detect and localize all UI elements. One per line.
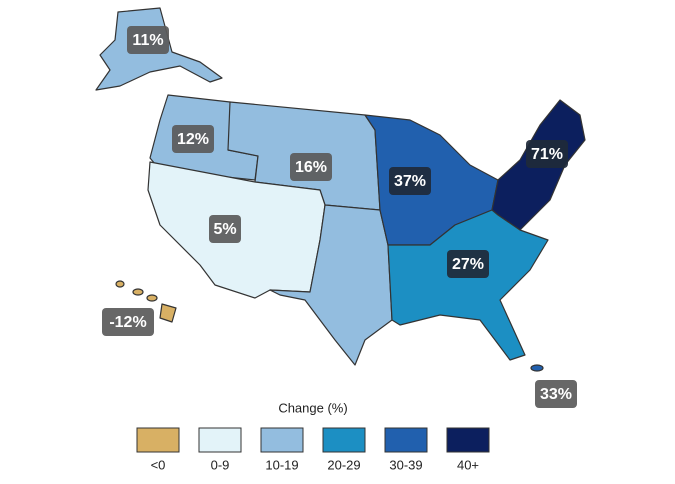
- region-label: 27%: [452, 256, 484, 273]
- region-southeast: [387, 209, 549, 361]
- label-box: [127, 26, 169, 54]
- legend-swatch: [446, 427, 490, 453]
- region-label: 5%: [213, 221, 236, 238]
- legend-swatch: [322, 427, 366, 453]
- label-box: [526, 140, 568, 168]
- region-puerto-rico: [530, 364, 544, 372]
- legend-label: 40+: [457, 457, 479, 472]
- region-label: 11%: [132, 32, 163, 49]
- region-label: 71%: [531, 146, 563, 163]
- label-box: [389, 167, 431, 195]
- region-label: -12%: [109, 314, 146, 331]
- label-box: [209, 215, 241, 243]
- label-box: [447, 250, 489, 278]
- label-box: [290, 153, 332, 181]
- legend-label: 10-19: [265, 457, 298, 472]
- legend-label: 30-39: [389, 457, 422, 472]
- legend-swatch: [384, 427, 428, 453]
- legend-swatch: [136, 427, 180, 453]
- region-label: 12%: [177, 131, 209, 148]
- legend-label: 0-9: [211, 457, 230, 472]
- region-label: 33%: [540, 386, 572, 403]
- legend-label: <0: [151, 457, 166, 472]
- legend-label: 20-29: [327, 457, 360, 472]
- legend-swatch: [260, 427, 304, 453]
- region-hawaii: [115, 280, 177, 323]
- label-box: [172, 125, 214, 153]
- legend-swatch: [198, 427, 242, 453]
- label-box: [102, 308, 154, 336]
- label-box: [535, 380, 577, 408]
- legend-title: Change (%): [278, 400, 347, 415]
- region-label: 37%: [394, 173, 426, 190]
- region-label: 16%: [295, 159, 327, 176]
